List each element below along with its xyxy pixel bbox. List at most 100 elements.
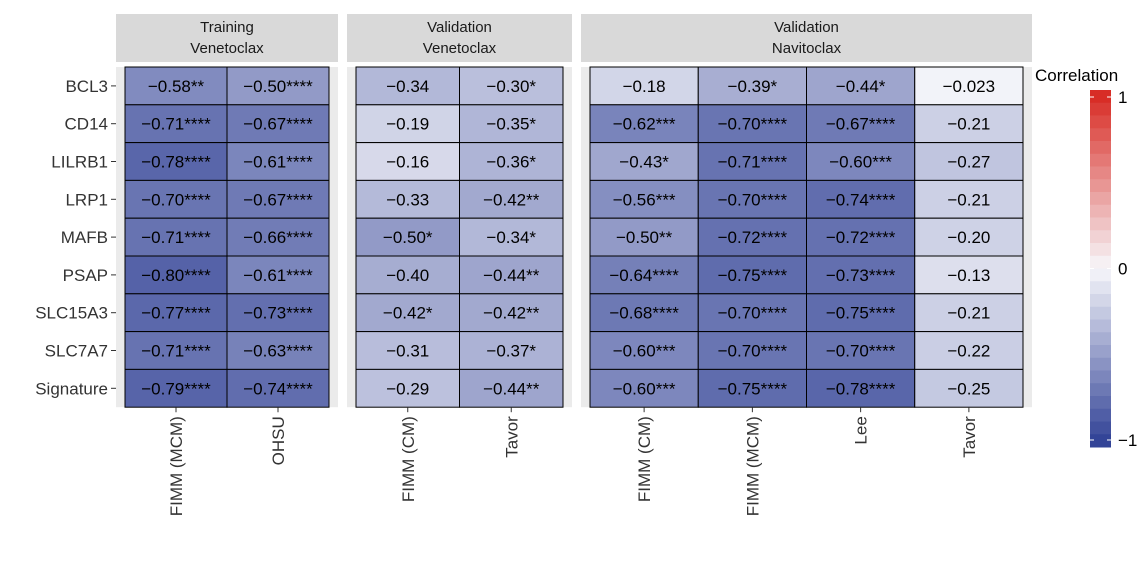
heatmap-cell bbox=[226, 293, 330, 333]
legend-color-step bbox=[1090, 217, 1111, 231]
column-label: FIMM (CM) bbox=[635, 416, 654, 502]
cell-value-label: −0.67**** bbox=[243, 115, 313, 134]
cell-value-label: −0.70**** bbox=[826, 342, 896, 361]
legend-color-step bbox=[1090, 383, 1111, 397]
heatmap-cell bbox=[697, 217, 807, 257]
cell-value-label: −0.70**** bbox=[718, 304, 788, 323]
heatmap-cell bbox=[226, 217, 330, 257]
heatmap-cell bbox=[124, 179, 228, 219]
cell-value-label: −0.22 bbox=[947, 342, 990, 361]
cell-value-label: −0.34 bbox=[386, 77, 429, 96]
heatmap-cell bbox=[914, 104, 1024, 144]
cell-value-label: −0.33 bbox=[386, 190, 429, 209]
heatmap-cell bbox=[355, 331, 460, 370]
cell-value-label: −0.77**** bbox=[141, 304, 211, 323]
facet-strip-label: Venetoclax bbox=[190, 40, 264, 57]
column-label: Lee bbox=[852, 416, 871, 444]
cell-value-label: −0.39* bbox=[728, 77, 778, 96]
facet-strip-label: Validation bbox=[427, 19, 492, 36]
cell-value-label: −0.70**** bbox=[718, 115, 788, 134]
legend-title: Correlation bbox=[1035, 66, 1118, 85]
legend-color-step bbox=[1090, 332, 1111, 346]
heatmap-cell bbox=[355, 255, 460, 295]
heatmap-cell bbox=[914, 142, 1024, 181]
cell-value-label: −0.70**** bbox=[718, 342, 788, 361]
heatmap-cell bbox=[697, 255, 807, 295]
legend-color-step bbox=[1090, 396, 1111, 410]
legend-color-step bbox=[1090, 192, 1111, 206]
cell-value-label: −0.16 bbox=[386, 153, 429, 172]
legend-color-step bbox=[1090, 90, 1111, 104]
heatmap-cell bbox=[226, 331, 330, 370]
cell-value-label: −0.71**** bbox=[141, 228, 211, 247]
cell-value-label: −0.73**** bbox=[826, 266, 896, 285]
cell-value-label: −0.68**** bbox=[609, 304, 679, 323]
heatmap-cell bbox=[459, 368, 564, 408]
heatmap-cell bbox=[914, 255, 1024, 295]
cell-value-label: −0.63**** bbox=[243, 342, 313, 361]
cell-value-label: −0.19 bbox=[386, 115, 429, 134]
legend-color-step bbox=[1090, 357, 1111, 371]
row-label: PSAP bbox=[63, 266, 108, 285]
cell-value-label: −0.67**** bbox=[826, 115, 896, 134]
heatmap-cell bbox=[806, 217, 916, 257]
facet-strip bbox=[116, 14, 338, 62]
legend-tick-label: −1 bbox=[1118, 431, 1137, 450]
legend-color-step bbox=[1090, 255, 1111, 269]
cell-value-label: −0.61**** bbox=[243, 153, 313, 172]
heatmap-cell bbox=[459, 179, 564, 219]
column-label: FIMM (CM) bbox=[399, 416, 418, 502]
facet-strip-label: Venetoclax bbox=[423, 40, 497, 57]
cell-value-label: −0.42* bbox=[383, 304, 433, 323]
cell-value-label: −0.67**** bbox=[243, 190, 313, 209]
cell-value-label: −0.79**** bbox=[141, 379, 211, 398]
legend-color-step bbox=[1090, 166, 1111, 180]
cell-value-label: −0.60*** bbox=[613, 379, 676, 398]
facet-strip-label: Validation bbox=[774, 19, 839, 36]
cell-value-label: −0.25 bbox=[947, 379, 990, 398]
heatmap-cell bbox=[124, 293, 228, 333]
cell-value-label: −0.20 bbox=[947, 228, 990, 247]
cell-value-label: −0.75**** bbox=[826, 304, 896, 323]
heatmap-cell bbox=[589, 331, 699, 370]
cell-value-label: −0.13 bbox=[947, 266, 990, 285]
facet-panel-1: Training Venetoclax −0.58** −0.71**** −0.78*… bbox=[116, 14, 338, 516]
cell-value-label: −0.74**** bbox=[826, 190, 896, 209]
row-label: MAFB bbox=[61, 228, 108, 247]
cell-value-label: −0.50* bbox=[383, 228, 433, 247]
heatmap-cell bbox=[806, 331, 916, 370]
column-label: Tavor bbox=[960, 416, 979, 458]
heatmap-cell bbox=[806, 66, 916, 106]
heatmap-cell bbox=[355, 368, 460, 408]
panels: Training Venetoclax −0.58** −0.71**** −0.78*… bbox=[116, 14, 1032, 516]
heatmap-cell bbox=[459, 66, 564, 106]
heatmap-cell bbox=[806, 179, 916, 219]
legend-color-step bbox=[1090, 179, 1111, 193]
legend-tick-label: 0 bbox=[1118, 260, 1127, 279]
row-label: BCL3 bbox=[65, 77, 108, 96]
legend-color-step bbox=[1090, 421, 1111, 435]
legend-color-step bbox=[1090, 204, 1111, 218]
cell-value-label: −0.21 bbox=[947, 190, 990, 209]
cell-value-label: −0.62*** bbox=[613, 115, 676, 134]
cell-value-label: −0.37* bbox=[486, 342, 536, 361]
heatmap-cell bbox=[124, 331, 228, 370]
facet-strip-label: Training bbox=[200, 19, 254, 36]
cell-value-label: −0.31 bbox=[386, 342, 429, 361]
heatmap-cell bbox=[226, 142, 330, 181]
cell-value-label: −0.74**** bbox=[243, 379, 313, 398]
heatmap-cell bbox=[226, 104, 330, 144]
heatmap-cell bbox=[459, 217, 564, 257]
heatmap-cell bbox=[226, 66, 330, 106]
heatmap-cell bbox=[914, 293, 1024, 333]
heatmap-cell bbox=[355, 293, 460, 333]
heatmap-cell bbox=[806, 255, 916, 295]
facet-panel-2: Validation Venetoclax −0.34 −0.19 −0.16 −0.33… bbox=[347, 14, 572, 502]
cell-value-label: −0.43* bbox=[619, 153, 669, 172]
legend-color-step bbox=[1090, 153, 1111, 167]
cell-value-label: −0.64**** bbox=[609, 266, 679, 285]
legend-color-step bbox=[1090, 128, 1111, 142]
row-label: CD14 bbox=[65, 115, 108, 134]
heatmap-cell bbox=[914, 179, 1024, 219]
